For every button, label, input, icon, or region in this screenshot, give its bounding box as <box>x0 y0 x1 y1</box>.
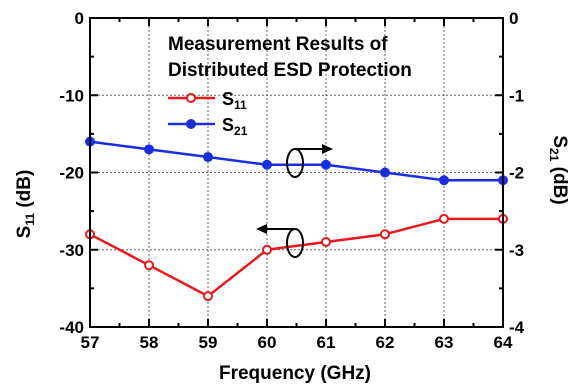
x-tick-label: 61 <box>317 333 336 352</box>
legend-label-sub: 21 <box>234 124 248 138</box>
y-left-main: S <box>14 226 35 239</box>
series-lines <box>89 140 503 298</box>
y-left-sub: 11 <box>23 213 37 226</box>
right-arrow-icon <box>322 144 333 154</box>
tick-marks <box>89 17 504 328</box>
grid-lines <box>90 18 503 327</box>
x-tick-label: 57 <box>81 333 100 352</box>
legend-label-s21: S21 <box>222 115 248 138</box>
y-left-tick-label: 0 <box>75 9 84 28</box>
legend-label-main: S <box>222 115 234 135</box>
s11-indicator-ellipse <box>286 228 304 258</box>
data-point-s11 <box>439 213 449 224</box>
data-point-s21 <box>380 167 390 178</box>
x-tick-label: 59 <box>199 333 218 352</box>
s21-axis-indicator <box>286 144 333 178</box>
annotation-line-2: Distributed ESD Protection <box>168 60 412 81</box>
legend-marker-s11 <box>186 93 196 103</box>
y-right-tick-label: -3 <box>509 241 524 260</box>
legend-label-main: S <box>222 89 234 109</box>
legend-label-sub: 11 <box>234 98 247 112</box>
y-left-tick-label: -10 <box>59 86 84 105</box>
x-tick-label: 62 <box>376 333 395 352</box>
y-right-tick-label: -4 <box>509 318 525 337</box>
left-arrow-icon <box>256 224 267 234</box>
s11-axis-indicator <box>256 224 304 258</box>
tick-labels: 57 58 59 60 61 62 63 64 0 -10 -20 -30 -40 0 -1 -2 -3 -4 <box>59 9 524 352</box>
x-tick-label: 63 <box>435 333 454 352</box>
series-line-s21 <box>89 140 503 182</box>
data-point-s21 <box>321 159 331 170</box>
x-axis-title: Frequency (GHz) <box>219 363 371 384</box>
data-point-s21 <box>203 152 213 163</box>
y-right-rest: (dB) <box>549 161 570 204</box>
series-markers <box>85 136 508 302</box>
data-point-s11 <box>144 260 154 271</box>
x-tick-label: 64 <box>494 333 513 352</box>
y-left-tick-label: -20 <box>59 164 84 183</box>
y-left-tick-label: -40 <box>59 318 84 337</box>
legend-label-s11: S11 <box>222 89 247 112</box>
y-right-tick-label: 0 <box>509 9 518 28</box>
x-tick-label: 58 <box>140 333 159 352</box>
y-axis-left-title: S11 (dB) <box>14 170 37 239</box>
y-axis-right-title: S21 (dB) <box>547 135 570 204</box>
data-point-s21 <box>262 159 272 170</box>
y-left-tick-label: -30 <box>59 241 84 260</box>
data-point-s11 <box>262 244 272 255</box>
data-point-s11 <box>321 237 331 248</box>
x-tick-label: 60 <box>258 333 277 352</box>
annotation-line-1: Measurement Results of <box>168 34 388 55</box>
data-point-s11 <box>203 291 213 302</box>
y-right-sub: 21 <box>547 148 561 162</box>
series-line-s11 <box>89 217 503 298</box>
y-right-tick-label: -1 <box>509 86 524 105</box>
y-right-tick-label: -2 <box>509 164 524 183</box>
legend-marker-s21 <box>186 119 196 129</box>
data-point-s21 <box>144 144 154 155</box>
y-right-main: S <box>549 135 570 148</box>
y-left-rest: (dB) <box>14 170 35 213</box>
data-point-s21 <box>439 175 449 186</box>
data-point-s11 <box>380 229 390 240</box>
